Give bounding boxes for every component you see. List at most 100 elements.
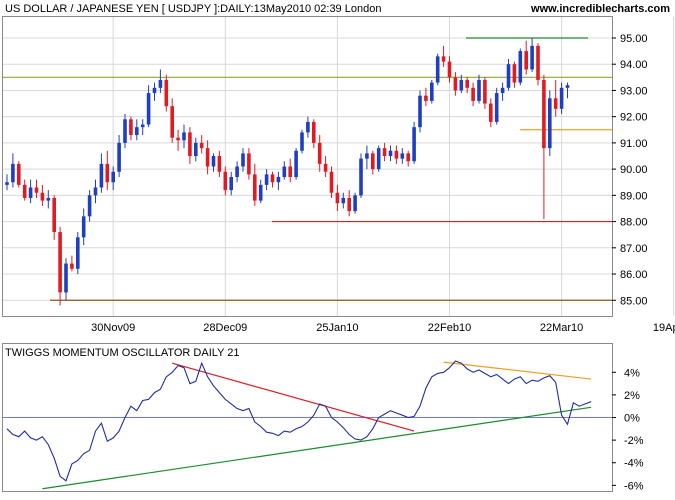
price-tick-label: 85.00 xyxy=(620,295,648,307)
candle-body xyxy=(199,142,204,149)
oscillator-axis: 4% 2% 0% -2% -4% -6% xyxy=(612,367,644,492)
candle-body xyxy=(111,171,115,183)
candle-body xyxy=(542,79,546,149)
candle-body xyxy=(99,163,104,188)
oscillator-tick-label: 0% xyxy=(624,413,640,425)
candle-body xyxy=(105,163,110,183)
oscillator-line xyxy=(6,360,592,482)
candle-body xyxy=(241,153,245,167)
candle-body xyxy=(435,56,440,83)
candle-body xyxy=(158,79,163,88)
trendline xyxy=(443,361,592,380)
candle-body xyxy=(536,45,540,80)
candle-body xyxy=(28,187,33,198)
candle-body xyxy=(70,263,74,269)
date-tick-label: 28Dec09 xyxy=(203,322,247,334)
date-axis: 30Nov09 28Dec09 25Jan10 22Feb10 22Mar10 19Apr… xyxy=(91,322,675,334)
price-tick-label: 86.00 xyxy=(620,269,648,281)
candle-body xyxy=(205,148,210,167)
candle-body xyxy=(253,174,257,201)
candle-body xyxy=(335,192,340,204)
candle-body xyxy=(465,79,469,88)
price-tick-label: 87.00 xyxy=(620,243,648,255)
candle-body xyxy=(459,79,464,91)
candle-body xyxy=(258,184,263,201)
candle-body xyxy=(229,176,233,191)
candle-body xyxy=(247,153,251,175)
candle-body xyxy=(530,45,534,70)
candle-body xyxy=(371,153,375,170)
candle-body xyxy=(194,142,198,157)
candle-body xyxy=(58,232,62,293)
candle-body xyxy=(223,171,228,191)
candle-body xyxy=(188,132,192,157)
oscillator-trendlines xyxy=(42,361,592,490)
candle-body xyxy=(524,51,528,70)
candle-body xyxy=(270,174,275,183)
candle-body xyxy=(81,216,86,238)
candle-body xyxy=(418,95,422,128)
candle-body xyxy=(341,197,346,204)
candle-body xyxy=(152,87,157,94)
candle-body xyxy=(365,153,369,159)
candlesticks xyxy=(5,37,570,306)
price-axis: 85.00 86.00 87.00 88.00 89.00 90.00 91.00 92.00… xyxy=(612,33,648,307)
candle-body xyxy=(87,195,92,217)
support-resistance-lines xyxy=(3,37,612,301)
price-tick-label: 90.00 xyxy=(620,164,648,176)
candle-body xyxy=(282,166,287,177)
candle-body xyxy=(323,163,328,172)
candle-body xyxy=(300,132,304,151)
candle-body xyxy=(312,121,316,143)
candle-body xyxy=(477,79,481,101)
candle-body xyxy=(424,95,428,101)
candle-body xyxy=(441,56,446,62)
price-tick-label: 89.00 xyxy=(620,190,648,202)
price-tick-label: 91.00 xyxy=(620,138,648,150)
candle-body xyxy=(565,85,570,88)
candle-body xyxy=(382,148,387,157)
candle-body xyxy=(500,87,505,94)
candle-body xyxy=(447,61,452,78)
candle-body xyxy=(353,195,357,212)
candle-body xyxy=(11,163,15,183)
oscillator-series xyxy=(6,360,592,482)
candle-body xyxy=(140,124,145,128)
candle-body xyxy=(123,119,127,143)
candle-body xyxy=(5,182,9,185)
price-tick-label: 95.00 xyxy=(620,33,648,45)
date-tick-label: 22Mar10 xyxy=(540,322,583,334)
trendline xyxy=(42,406,592,490)
oscillator-tick-label: 2% xyxy=(624,390,640,402)
watermark-url: www.incrediblecharts.com xyxy=(530,3,670,15)
candle-body xyxy=(276,176,281,183)
candle-body xyxy=(40,192,45,201)
candle-body xyxy=(518,51,523,83)
date-tick-label: 19Apr10 xyxy=(653,322,675,334)
candle-body xyxy=(317,142,322,164)
price-tick-label: 94.00 xyxy=(620,59,648,71)
price-tick-label: 93.00 xyxy=(620,85,648,97)
candle-body xyxy=(64,263,68,293)
candle-body xyxy=(46,197,51,201)
oscillator-title: TWIGGS MOMENTUM OSCILLATOR DAILY 21 xyxy=(5,347,240,359)
oscillator-tick-label: 4% xyxy=(624,367,640,379)
candle-body xyxy=(217,156,222,172)
candle-body xyxy=(359,158,363,196)
candle-body xyxy=(93,187,98,196)
oscillator-tick-label: -4% xyxy=(624,458,644,470)
candle-body xyxy=(17,163,21,185)
date-tick-label: 30Nov09 xyxy=(91,322,135,334)
candle-body xyxy=(135,127,139,136)
candle-body xyxy=(453,77,458,91)
oscillator-tick-label: -6% xyxy=(624,480,644,492)
candle-body xyxy=(494,93,499,122)
candle-body xyxy=(483,79,487,104)
candle-body xyxy=(394,150,399,159)
price-panel xyxy=(2,16,613,317)
candle-body xyxy=(182,132,186,141)
candle-body xyxy=(146,93,151,125)
candle-body xyxy=(52,197,56,233)
candle-body xyxy=(400,153,405,159)
